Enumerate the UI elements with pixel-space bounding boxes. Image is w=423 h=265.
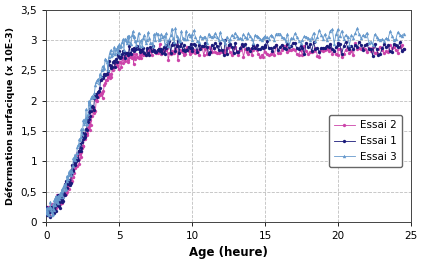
Essai 1 bbox=[401, 47, 406, 50]
Essai 2 bbox=[401, 47, 406, 51]
Essai 2 bbox=[178, 48, 183, 51]
Essai 3 bbox=[179, 29, 184, 33]
Essai 2 bbox=[156, 47, 161, 51]
Line: Essai 3: Essai 3 bbox=[45, 27, 405, 216]
Essai 1 bbox=[178, 44, 183, 47]
Essai 3 bbox=[401, 32, 406, 36]
Essai 1 bbox=[44, 206, 49, 209]
Essai 3 bbox=[44, 211, 49, 214]
Essai 1 bbox=[47, 216, 52, 219]
Essai 3 bbox=[305, 36, 310, 39]
Line: Essai 2: Essai 2 bbox=[45, 41, 405, 218]
Essai 3 bbox=[50, 213, 55, 217]
Essai 2 bbox=[311, 50, 316, 53]
Essai 3 bbox=[65, 179, 70, 183]
Legend: Essai 2, Essai 1, Essai 3: Essai 2, Essai 1, Essai 3 bbox=[329, 115, 402, 167]
X-axis label: Age (heure): Age (heure) bbox=[189, 246, 268, 259]
Essai 3 bbox=[142, 33, 147, 36]
Essai 1 bbox=[65, 180, 70, 183]
Line: Essai 1: Essai 1 bbox=[45, 38, 405, 219]
Essai 2 bbox=[142, 52, 147, 56]
Essai 2 bbox=[353, 41, 358, 44]
Essai 2 bbox=[44, 209, 49, 212]
Essai 1 bbox=[156, 47, 161, 50]
Y-axis label: Déformation surfacique (x 10E-3): Déformation surfacique (x 10E-3) bbox=[5, 27, 15, 205]
Essai 1 bbox=[313, 48, 318, 51]
Essai 1 bbox=[222, 38, 228, 41]
Essai 3 bbox=[156, 38, 161, 42]
Essai 2 bbox=[47, 215, 52, 218]
Essai 3 bbox=[313, 40, 318, 43]
Essai 1 bbox=[305, 46, 310, 49]
Essai 2 bbox=[65, 190, 70, 193]
Essai 2 bbox=[304, 49, 309, 52]
Essai 3 bbox=[173, 27, 178, 30]
Essai 1 bbox=[142, 51, 147, 54]
